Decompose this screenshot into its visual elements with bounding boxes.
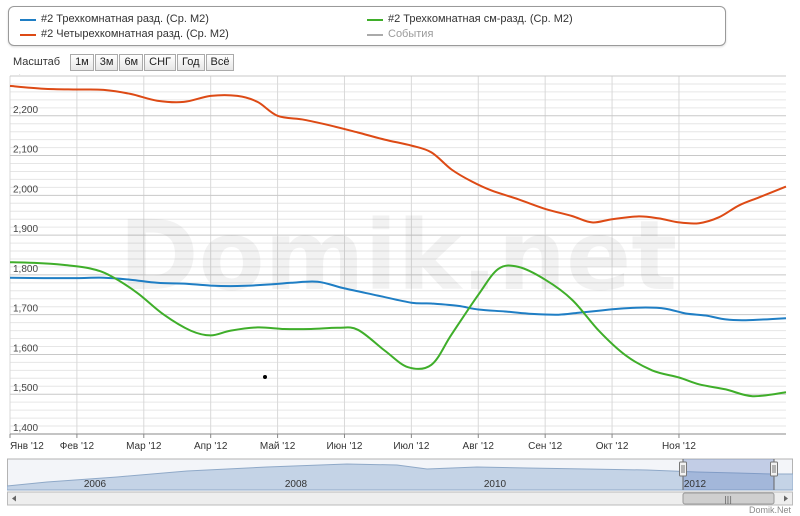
y-tick-label: 1,700 [13,304,38,315]
x-tick-label: Ноя '12 [662,441,696,452]
series-3room-mixed-line [9,261,787,398]
y-tick-label: 2,300 [13,74,38,76]
navigator-left-handle [679,461,687,477]
x-tick-label: Окт '12 [596,441,629,452]
zoom-6m-button[interactable]: 6м [119,53,144,71]
y-tick-label: 1,900 [13,224,38,235]
watermark: Domik.net [119,200,677,312]
x-tick-label: Сен '12 [528,441,563,452]
legend-label: #2 Трехкомнатная разд. (Ср. М2) [41,13,209,25]
event-marker [263,375,267,379]
y-tick-label: 1,400 [13,423,38,434]
navigator-svg: 2006 2008 2010 2012 ||| [7,458,793,506]
chart-svg: 1,400 1,500 1,600 1,700 1,800 1,900 2,000 2,100… [9,74,787,452]
legend: #2 Трехкомнатная разд. (Ср. М2) #2 Трехк… [8,6,726,46]
navigator[interactable]: 2006 2008 2010 2012 ||| [7,456,793,508]
scroll-right-arrow-icon [784,495,788,502]
zoom-label: Масштаб [13,56,61,68]
zoom-year-button[interactable]: Год [176,53,205,71]
legend-item-events[interactable]: События [367,28,433,41]
navigator-right-handle [770,461,778,477]
legend-swatch-orange [20,33,36,36]
navigator-year-label: 2010 [484,479,507,490]
scrollbar-thumb [682,492,775,505]
y-tick-label: 1,500 [13,383,38,394]
zoom-ytd-button[interactable]: СНГ [144,53,176,71]
legend-swatch-gray [367,33,383,36]
x-tick-label: Июн '12 [326,441,362,452]
y-tick-label: 1,800 [13,264,38,275]
series-3room-separate-line [9,276,787,322]
credit-label: Domik.Net [748,505,791,515]
zoom-selector: Масштаб 1м 3м 6м СНГ Год Всё [13,53,235,71]
legend-swatch-blue [20,18,36,21]
x-tick-label: Янв '12 [10,441,44,452]
y-tick-label: 2,200 [13,105,38,116]
x-tick-label: Июл '12 [393,441,430,452]
legend-item-4room-separate[interactable]: #2 Четырехкомнатная разд. (Ср. М2) [20,28,229,41]
zoom-1m-button[interactable]: 1м [70,53,94,71]
x-tick-label: Авг '12 [463,441,495,452]
legend-swatch-green [367,18,383,21]
legend-label: #2 Четырехкомнатная разд. (Ср. М2) [41,28,229,40]
scrollbar-grip: ||| [724,495,732,504]
navigator-selection [683,459,774,490]
series-4room-separate-line [9,84,787,225]
y-tick-label: 1,600 [13,343,38,354]
plot-area [10,76,786,434]
navigator-year-label: 2008 [285,479,308,490]
y-tick-label: 2,000 [13,184,38,195]
x-tick-label: Фев '12 [60,441,95,452]
navigator-year-label: 2006 [84,479,107,490]
zoom-all-button[interactable]: Всё [205,53,235,71]
scrollbar-track [7,491,793,506]
y-tick-label: 2,100 [13,145,38,156]
scroll-left-arrow-icon [12,495,16,502]
x-tick-label: Май '12 [260,441,296,452]
legend-item-3room-mixed[interactable]: #2 Трехкомнатная см-разд. (Ср. М2) [367,13,573,26]
line-chart[interactable]: 1,400 1,500 1,600 1,700 1,800 1,900 2,000 2,100… [0,74,800,454]
legend-item-3room-separate[interactable]: #2 Трехкомнатная разд. (Ср. М2) [20,13,209,26]
legend-label: События [388,28,434,40]
legend-label: #2 Трехкомнатная см-разд. (Ср. М2) [388,13,573,25]
x-tick-label: Апр '12 [194,441,228,452]
x-tick-label: Мар '12 [126,441,162,452]
zoom-3m-button[interactable]: 3м [94,53,119,71]
navigator-area [7,463,793,491]
navigator-year-label: 2012 [684,479,707,490]
